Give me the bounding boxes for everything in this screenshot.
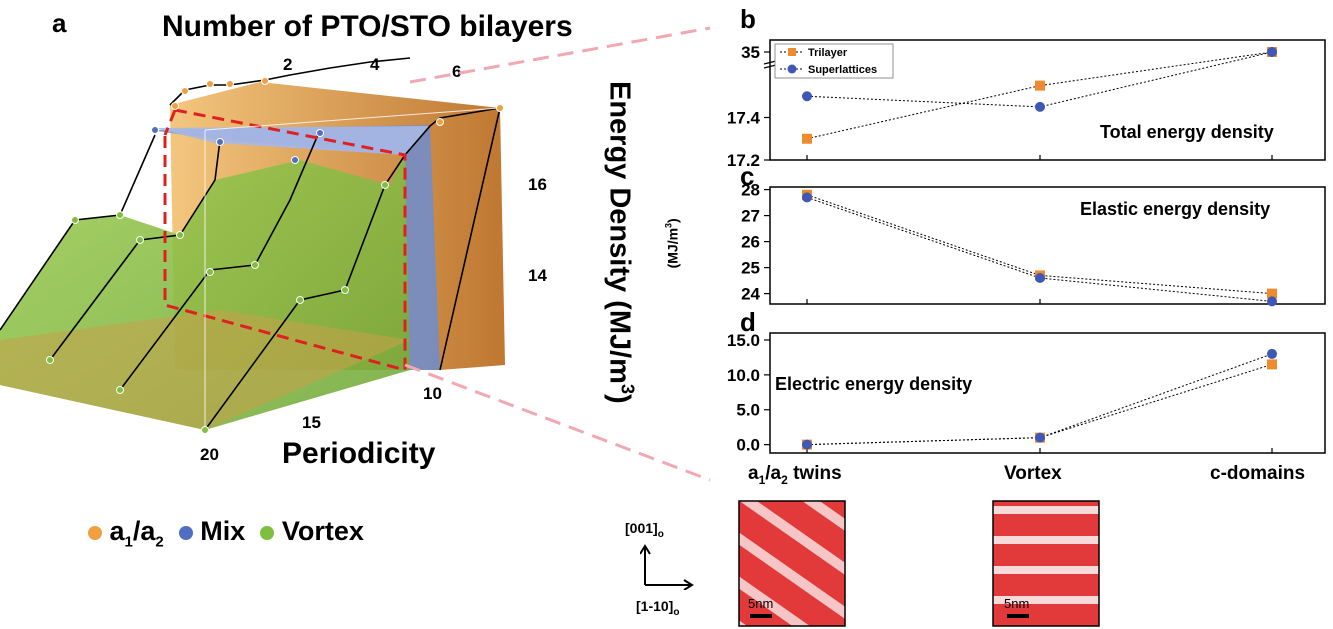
panel-b-annotation: Total energy density <box>1100 122 1274 142</box>
panel-b-trilayer-point <box>802 133 812 144</box>
panel-b-letter: b <box>740 4 756 34</box>
panel-c-ytick-label: 28 <box>741 181 760 200</box>
panel-d-superlattices-point <box>1267 348 1277 359</box>
legend-superlattices-label: Superlattices <box>808 64 877 76</box>
top-tick-4: 4 <box>370 55 380 74</box>
x-axis-label: Periodicity <box>282 437 436 470</box>
twins-inset-image: 5nm <box>738 500 846 627</box>
category-label-vortex: Vortex <box>1004 463 1062 484</box>
panel-c-frame <box>769 186 1326 305</box>
scale-bar-1: 5nm <box>748 596 773 611</box>
panel-a-legend: a1/a2 Mix Vortex <box>88 516 364 550</box>
a1a2-legend-marker <box>88 525 102 540</box>
x-tick-15: 15 <box>302 413 321 432</box>
panel-d-ytick-label: 0.0 <box>736 436 760 455</box>
axis-110-label: [1-10]o <box>636 598 680 618</box>
panel-c-superlattices-point <box>802 192 812 203</box>
legend-trilayer-label: Trilayer <box>808 47 848 59</box>
panel-b-frame <box>769 39 1326 161</box>
vortex-inset-image: 5nm <box>992 500 1100 627</box>
axis-arrows <box>640 544 694 590</box>
panel-c-superlattices-point <box>1035 273 1045 283</box>
a1a2-markers <box>171 77 504 126</box>
panel-d-annotation: Electric energy density <box>775 374 972 394</box>
mix-surface <box>150 125 440 370</box>
panel-b-superlattices-point <box>802 91 812 102</box>
top-tick-6: 6 <box>452 62 462 81</box>
panel-b-legend: Trilayer Superlattices <box>774 43 894 79</box>
category-label-c-domains: c-domains <box>1210 463 1306 484</box>
panels-bcd: Trilayer Superlattices 35 17.4 17.2 24 25 26 2… <box>727 4 1326 455</box>
axis-001-label: [001]o <box>625 520 664 540</box>
panel-c-letter: c <box>740 161 754 191</box>
panel-b-superlattices-point <box>1267 47 1277 57</box>
x-tick-20: 20 <box>200 445 219 464</box>
x-tick-10: 10 <box>423 384 442 403</box>
panel-a-title: Number of PTO/STO bilayers <box>162 10 573 43</box>
panel-c-trilayer-point <box>1267 288 1277 299</box>
legend-trilayer-marker <box>788 48 796 56</box>
panel-d-letter: d <box>740 307 756 337</box>
panel-d-ytick-label: 15.0 <box>727 331 760 350</box>
panel-c-line-superlattices <box>806 196 1273 302</box>
top-tick-2: 2 <box>283 55 293 74</box>
vortex-markers <box>46 181 389 434</box>
panel-d-ytick-label: 10.0 <box>727 366 760 385</box>
panel-b-axis-break <box>763 60 777 69</box>
panel-d-superlattices-point <box>802 439 812 450</box>
panel-c-ytick-label: 27 <box>741 207 760 226</box>
panel-d-superlattices-point <box>1035 432 1045 443</box>
panel-b-ytick-label: 17.4 <box>727 109 761 128</box>
panel-b-superlattices-point <box>1035 101 1045 112</box>
panel-c-ytick-label: 26 <box>741 233 760 252</box>
panel-b-ytick-label: 17.2 <box>727 151 760 170</box>
panel-d-trilayer-point <box>1267 359 1277 370</box>
vortex-legend-marker <box>260 525 275 540</box>
scale-bar-2: 5nm <box>1004 596 1029 611</box>
z-tick-14: 14 <box>528 266 547 285</box>
legend-superlattices-marker <box>787 64 797 74</box>
panel-c-ytick-label: 25 <box>741 259 760 278</box>
panel-d-frame <box>769 332 1326 454</box>
panel-d-line-superlattices <box>806 353 1273 446</box>
panel-a-3d-plot <box>0 57 505 434</box>
mix-markers <box>151 126 324 164</box>
shared-y-label: (MJ/m3) <box>663 218 681 269</box>
panel-c-superlattices-point <box>1267 296 1277 307</box>
highlight-frame <box>163 108 407 372</box>
panel-b-trilayer-point <box>1035 80 1045 91</box>
panel-a-letter: a <box>52 8 67 38</box>
category-label-twins: a1/a2 twins <box>748 463 842 487</box>
panel-c-line-trilayer <box>806 194 1273 295</box>
panel-c-ytick-label: 24 <box>741 285 760 304</box>
panel-c-annotation: Elastic energy density <box>1080 199 1270 219</box>
panel-b-ytick-label: 35 <box>741 43 760 62</box>
z-tick-16: 16 <box>528 175 547 194</box>
mix-legend-marker <box>178 525 193 540</box>
panel-d-ytick-label: 5.0 <box>736 401 760 420</box>
